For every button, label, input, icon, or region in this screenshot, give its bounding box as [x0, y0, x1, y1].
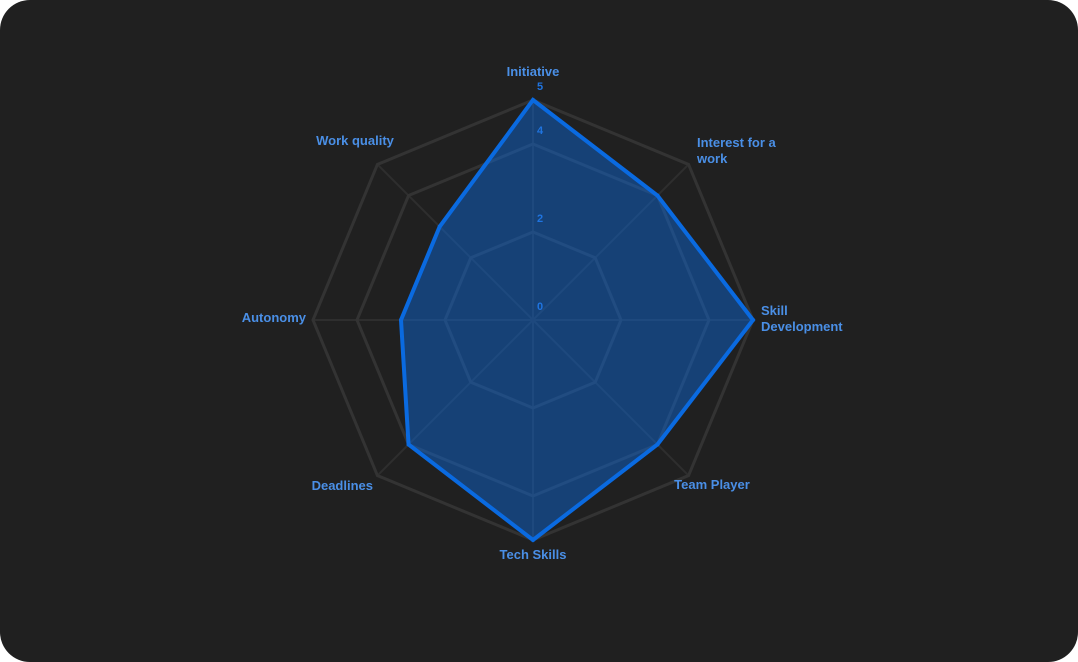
spoke — [376, 319, 534, 477]
r-tick-label: 5 — [537, 81, 543, 93]
chart: 0 2 4 5 — [311, 81, 756, 543]
category-label: Initiative — [506, 64, 560, 79]
r-tick-label: 4 — [537, 125, 544, 137]
category-label: Tech Skills — [499, 547, 567, 562]
chart-area: 0 2 4 5 Initiative Interest for a work Skill … — [241, 64, 843, 562]
radar-point — [437, 224, 442, 229]
grid-ring — [355, 142, 711, 498]
category-label: Skill Development — [761, 303, 843, 334]
grid-ring — [443, 230, 623, 410]
radar-point — [751, 318, 755, 322]
category-label: Work quality — [316, 133, 394, 148]
category-label: Interest for a work — [697, 135, 776, 166]
r-tick-label: 2 — [537, 213, 543, 225]
spoke — [532, 319, 690, 477]
category-label: Autonomy — [241, 310, 306, 325]
spoke — [376, 163, 534, 321]
radar-point — [655, 442, 660, 447]
spoke — [532, 163, 690, 321]
radar-point — [531, 538, 535, 542]
category-label: Team Player — [674, 477, 750, 492]
category-label: Deadlines — [311, 478, 373, 493]
radar-point — [406, 442, 411, 447]
r-tick-label: 0 — [537, 301, 543, 313]
radar-point — [655, 193, 660, 198]
radar-point — [399, 318, 403, 322]
radar-point — [531, 98, 535, 102]
